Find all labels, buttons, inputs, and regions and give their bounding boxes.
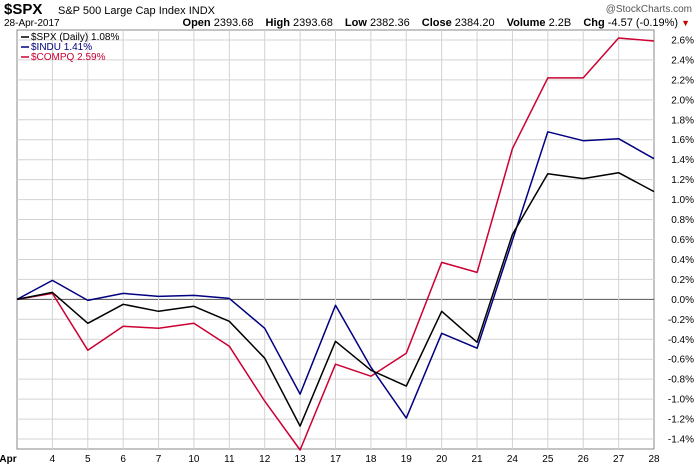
y-tick-label: 1.0% — [671, 195, 694, 206]
y-tick-label: 0.4% — [671, 255, 694, 266]
y-tick-label: -1.2% — [668, 415, 694, 426]
x-tick-label: 24 — [507, 454, 519, 465]
y-tick-label: -0.6% — [668, 355, 694, 366]
chart-date: 28-Apr-2017 — [4, 18, 60, 29]
x-tick-label: 26 — [578, 454, 590, 465]
y-tick-label: 1.8% — [671, 115, 694, 126]
volume-label: Volume — [506, 17, 546, 29]
high-value: 2393.68 — [293, 17, 333, 29]
x-tick-label: 5 — [85, 454, 91, 465]
series-line — [16, 131, 655, 419]
legend-entry: $INDU 1.41% — [31, 42, 92, 53]
change-value: -4.57 (-0.19%) — [607, 17, 679, 29]
series-line — [16, 37, 655, 451]
volume-value: 2.2B — [548, 17, 572, 29]
y-tick-label: -1.0% — [668, 395, 694, 406]
symbol-description: S&P 500 Large Cap Index INDX — [58, 5, 215, 17]
x-tick-label: 25 — [542, 454, 554, 465]
y-tick-label: -0.2% — [668, 315, 694, 326]
y-tick-label: 2.6% — [671, 35, 694, 46]
x-tick-label: 11 — [224, 454, 235, 465]
series-line — [16, 171, 655, 427]
x-tick-label: 12 — [259, 454, 271, 465]
y-tick-label: 2.4% — [671, 55, 694, 66]
price-stats: Open 2393.68 High 2393.68 Low 2382.36 Cl… — [183, 17, 690, 29]
x-tick-label: Apr — [0, 454, 17, 465]
symbol-title: $SPX — [4, 1, 43, 18]
legend-entry: $COMPQ 2.59% — [31, 52, 106, 63]
x-tick-label: 27 — [613, 454, 625, 465]
x-tick-label: 7 — [156, 454, 162, 465]
y-tick-label: 1.6% — [671, 135, 694, 146]
close-label: Close — [421, 17, 452, 29]
open-value: 2393.68 — [213, 17, 254, 29]
x-tick-label: 21 — [471, 454, 483, 465]
legend-entry: $SPX (Daily) 1.08% — [31, 32, 119, 43]
y-tick-label: 0.2% — [671, 275, 694, 286]
exchange-label: INDX — [188, 5, 215, 17]
high-label: High — [265, 17, 290, 29]
y-tick-label: -0.8% — [668, 375, 694, 386]
symbol-name: S&P 500 Large Cap Index — [58, 5, 186, 17]
y-tick-label: -0.4% — [668, 335, 694, 346]
down-arrow-icon: ▼ — [681, 18, 690, 28]
y-tick-label: 2.2% — [671, 75, 694, 86]
y-tick-label: 0.0% — [671, 295, 694, 306]
y-tick-label: 2.0% — [671, 95, 694, 106]
x-tick-label: 28 — [648, 454, 660, 465]
brand-watermark: @StockCharts.com — [605, 4, 692, 15]
x-tick-label: 4 — [50, 454, 56, 465]
x-tick-label: 19 — [401, 454, 413, 465]
y-tick-label: 1.4% — [671, 155, 694, 166]
y-tick-label: -1.4% — [668, 435, 694, 446]
close-value: 2384.20 — [454, 17, 495, 29]
x-tick-label: 20 — [436, 454, 448, 465]
low-label: Low — [344, 17, 367, 29]
change-label: Chg — [583, 17, 605, 29]
y-tick-label: 1.2% — [671, 175, 694, 186]
x-tick-label: 13 — [295, 454, 307, 465]
x-tick-label: 17 — [330, 454, 342, 465]
x-tick-label: 18 — [365, 454, 377, 465]
x-tick-label: 10 — [188, 454, 200, 465]
open-label: Open — [182, 17, 211, 29]
x-tick-label: 6 — [120, 454, 126, 465]
y-tick-label: 0.8% — [671, 215, 694, 226]
y-tick-label: 0.6% — [671, 235, 694, 246]
low-value: 2382.36 — [369, 17, 410, 29]
